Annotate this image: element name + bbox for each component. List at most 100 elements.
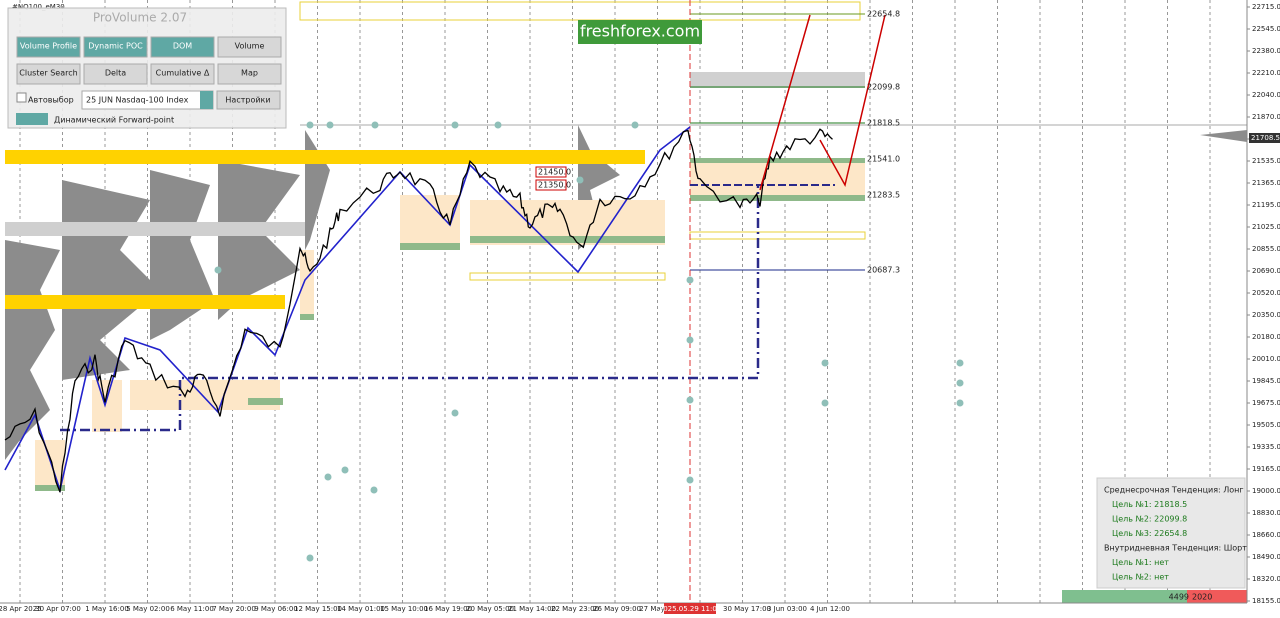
panel-button[interactable]: [217, 63, 282, 85]
marker: [686, 396, 694, 404]
buy-volume: 4499: [1169, 593, 1189, 602]
marker: [341, 466, 349, 474]
panel-button-label: Cumulative Δ: [156, 69, 210, 78]
panel-button[interactable]: [150, 63, 215, 85]
marker: [326, 121, 334, 129]
y-tick-label: 21025.0: [1252, 223, 1280, 231]
trend-line: Цель №2: нет: [1112, 573, 1169, 582]
y-tick-label: 20855.0: [1252, 245, 1280, 253]
level-labels: 22654.8 22099.8 21818.5 21541.0 21283.5 …: [535, 10, 900, 275]
x-tick-label: 30 Apr 07:00: [35, 605, 81, 613]
current-price: 21708.5: [1251, 134, 1280, 142]
y-tick-label: 19000.0: [1252, 487, 1280, 495]
x-tick-label: 15 May 10:00: [380, 605, 428, 613]
marker: [451, 409, 459, 417]
x-tick-label: 5 May 02:00: [126, 605, 170, 613]
panel-button-label: Cluster Search: [19, 69, 77, 78]
y-tick-label: 19675.0: [1252, 399, 1280, 407]
x-tick-label: 28 Apr 2025: [0, 605, 42, 613]
y-tick-label: 20520.0: [1252, 289, 1280, 297]
settings-button[interactable]: [216, 90, 281, 110]
marker: [371, 121, 379, 129]
symbol: #NQ100_eM30: [12, 3, 65, 11]
checkbox-label[interactable]: Автовыбор: [28, 96, 74, 105]
level-label: 22099.8: [867, 83, 900, 92]
x-tick-label: 3 Jun 03:00: [767, 605, 807, 613]
marker: [686, 336, 694, 344]
panel-button[interactable]: [83, 63, 148, 85]
trend-line: Цель №2: 22099.8: [1112, 515, 1187, 524]
marker: [821, 359, 829, 367]
marker: [956, 379, 964, 387]
price-line: [4, 128, 833, 493]
y-tick-label: 18320.0: [1252, 575, 1280, 583]
panel-button[interactable]: [16, 63, 81, 85]
panel-button[interactable]: [16, 36, 81, 58]
x-tick-label: 1 May 16:00: [85, 605, 129, 613]
marker: [631, 121, 639, 129]
y-tick-label: 21870.0: [1252, 113, 1280, 121]
panel-button[interactable]: [217, 36, 282, 58]
panel-button-label: Volume: [235, 42, 265, 51]
x-tick-label: 4 Jun 12:00: [810, 605, 850, 613]
instrument: 25 JUN Nasdaq-100 Index: [86, 96, 189, 105]
marker: [451, 121, 459, 129]
level-label: 21818.5: [867, 119, 900, 128]
forward-point[interactable]: Динамический Forward-point: [54, 116, 174, 125]
x-tick-label: 16 May 19:00: [424, 605, 472, 613]
x-tick-label: 14 May 01:00: [337, 605, 385, 613]
y-tick-label: 22380.0: [1252, 47, 1280, 55]
y-tick-label: 19505.0: [1252, 421, 1280, 429]
x-tick-label: 9 May 06:00: [254, 605, 298, 613]
y-tick-label: 18660.0: [1252, 531, 1280, 539]
marker: [576, 176, 584, 184]
y-tick-label: 19165.0: [1252, 465, 1280, 473]
y-tick-label: 18155.0: [1252, 597, 1280, 605]
sell-volume: 2020: [1192, 593, 1212, 602]
logo: freshforex.com: [580, 22, 700, 41]
marker: [956, 359, 964, 367]
trend-line: Цель №3: 22654.8: [1112, 529, 1187, 538]
panel-button-label: Map: [241, 69, 258, 78]
y-tick-label: 20350.0: [1252, 311, 1280, 319]
x-tick-label: 21 May 14:00: [508, 605, 556, 613]
y-tick-label: 21535.0: [1252, 157, 1280, 165]
x-tick-label: 6 May 11:00: [170, 605, 214, 613]
markers: [214, 121, 964, 562]
y-tick-label: 19845.0: [1252, 377, 1280, 385]
box-label: 21350.0: [538, 181, 571, 190]
y-tick-label: 18490.0: [1252, 553, 1280, 561]
y-tick-label: 20180.0: [1252, 333, 1280, 341]
level-label: 20687.3: [867, 266, 900, 275]
cursor-time: 2025.05.29 11:00: [659, 605, 721, 613]
panel-title: ProVolume 2.07: [93, 11, 187, 25]
x-tick-label: 27 May: [639, 605, 665, 613]
x-tick-label: 12 May 15:00: [294, 605, 342, 613]
box-label: 21450.0: [538, 168, 571, 177]
marker: [686, 476, 694, 484]
level-label: 21541.0: [867, 155, 900, 164]
forecast: [819, 14, 886, 188]
y-tick-label: 20690.0: [1252, 267, 1280, 275]
settings-label: Настройки: [225, 96, 270, 105]
y-tick-label: 18830.0: [1252, 509, 1280, 517]
y-tick-label: 20010.0: [1252, 355, 1280, 363]
panel-button-label: Delta: [105, 69, 126, 78]
panel-button[interactable]: [150, 36, 215, 58]
panel-button[interactable]: [83, 36, 148, 58]
x-tick-label: 7 May 20:00: [212, 605, 256, 613]
x-tick-label: 22 May 23:00: [551, 605, 599, 613]
marker: [306, 554, 314, 562]
trend-line: Внутридневная Тенденция: Шорт: [1104, 544, 1247, 553]
y-tick-label: 21195.0: [1252, 201, 1280, 209]
y-tick-label: 21365.0: [1252, 179, 1280, 187]
x-tick-label: 30 May 17:00: [723, 605, 771, 613]
trend-line: Цель №1: нет: [1112, 558, 1169, 567]
panel-button-label: DOM: [173, 42, 192, 51]
zigzag: [4, 126, 691, 493]
marker: [686, 276, 694, 284]
level-label: 21283.5: [867, 191, 900, 200]
marker: [494, 121, 502, 129]
